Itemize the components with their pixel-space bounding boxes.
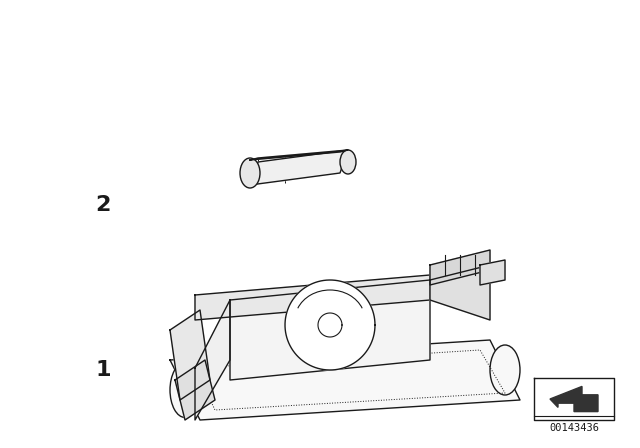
Polygon shape — [285, 280, 375, 370]
Ellipse shape — [240, 158, 260, 188]
Ellipse shape — [340, 150, 356, 174]
Text: 00143436: 00143436 — [549, 423, 599, 433]
Polygon shape — [480, 260, 505, 285]
Ellipse shape — [490, 345, 520, 395]
Polygon shape — [170, 310, 210, 400]
Ellipse shape — [170, 362, 200, 418]
Text: 2: 2 — [95, 195, 110, 215]
Polygon shape — [250, 150, 348, 185]
Polygon shape — [195, 300, 230, 420]
Polygon shape — [250, 150, 348, 160]
Polygon shape — [430, 250, 490, 285]
Polygon shape — [170, 340, 520, 420]
Text: 1: 1 — [95, 360, 111, 380]
Polygon shape — [230, 280, 430, 380]
Polygon shape — [175, 360, 215, 420]
Polygon shape — [195, 275, 430, 320]
Polygon shape — [430, 265, 490, 320]
